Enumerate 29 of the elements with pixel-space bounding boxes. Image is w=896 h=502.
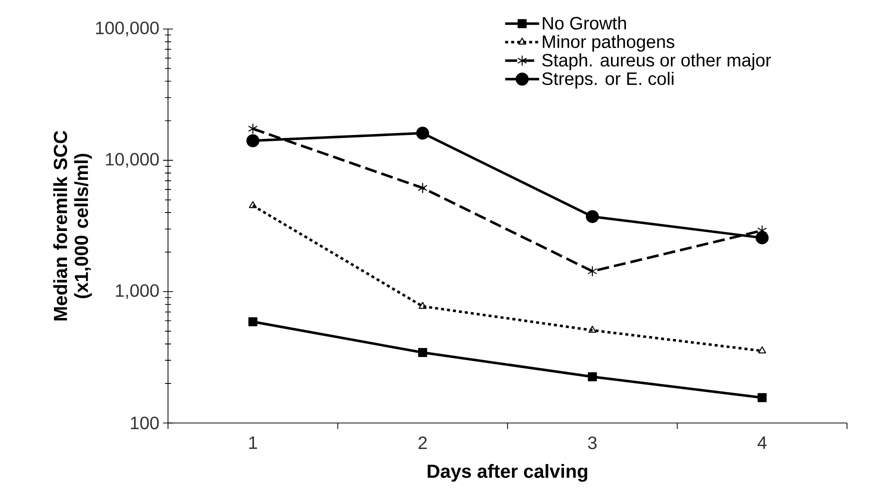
legend-label: Minor pathogens	[542, 34, 674, 52]
x-tick-label: 2	[418, 436, 427, 450]
point	[756, 231, 769, 244]
point	[248, 201, 257, 208]
y-tick-label: 100	[130, 416, 159, 430]
point	[418, 182, 428, 194]
x-tick-label: 3	[588, 436, 597, 450]
y-axis-title: Median foremilk SCC (x1,000 cells/ml)	[53, 130, 92, 320]
point	[586, 210, 599, 224]
y-tick-label: 100,000	[96, 22, 159, 36]
y-tick-label: 10,000	[106, 152, 159, 168]
point	[758, 393, 767, 402]
point	[416, 126, 430, 140]
y-tick-label: 1,000	[116, 284, 159, 300]
point	[418, 348, 428, 358]
point	[248, 317, 258, 326]
legend-label: Staph. aureus or other major	[542, 53, 771, 70]
x-axis-title: Days after calving	[428, 464, 588, 482]
point	[248, 123, 258, 134]
point	[246, 134, 260, 148]
point	[588, 266, 598, 277]
point	[758, 346, 766, 354]
point	[588, 326, 596, 333]
x-tick-label: 1	[249, 436, 257, 449]
x-tick-label: 4	[758, 436, 767, 449]
legend-label: No Growth	[542, 16, 626, 30]
point	[418, 302, 427, 309]
point	[588, 372, 597, 382]
legend-label: Streps. or E. coli	[542, 72, 674, 89]
